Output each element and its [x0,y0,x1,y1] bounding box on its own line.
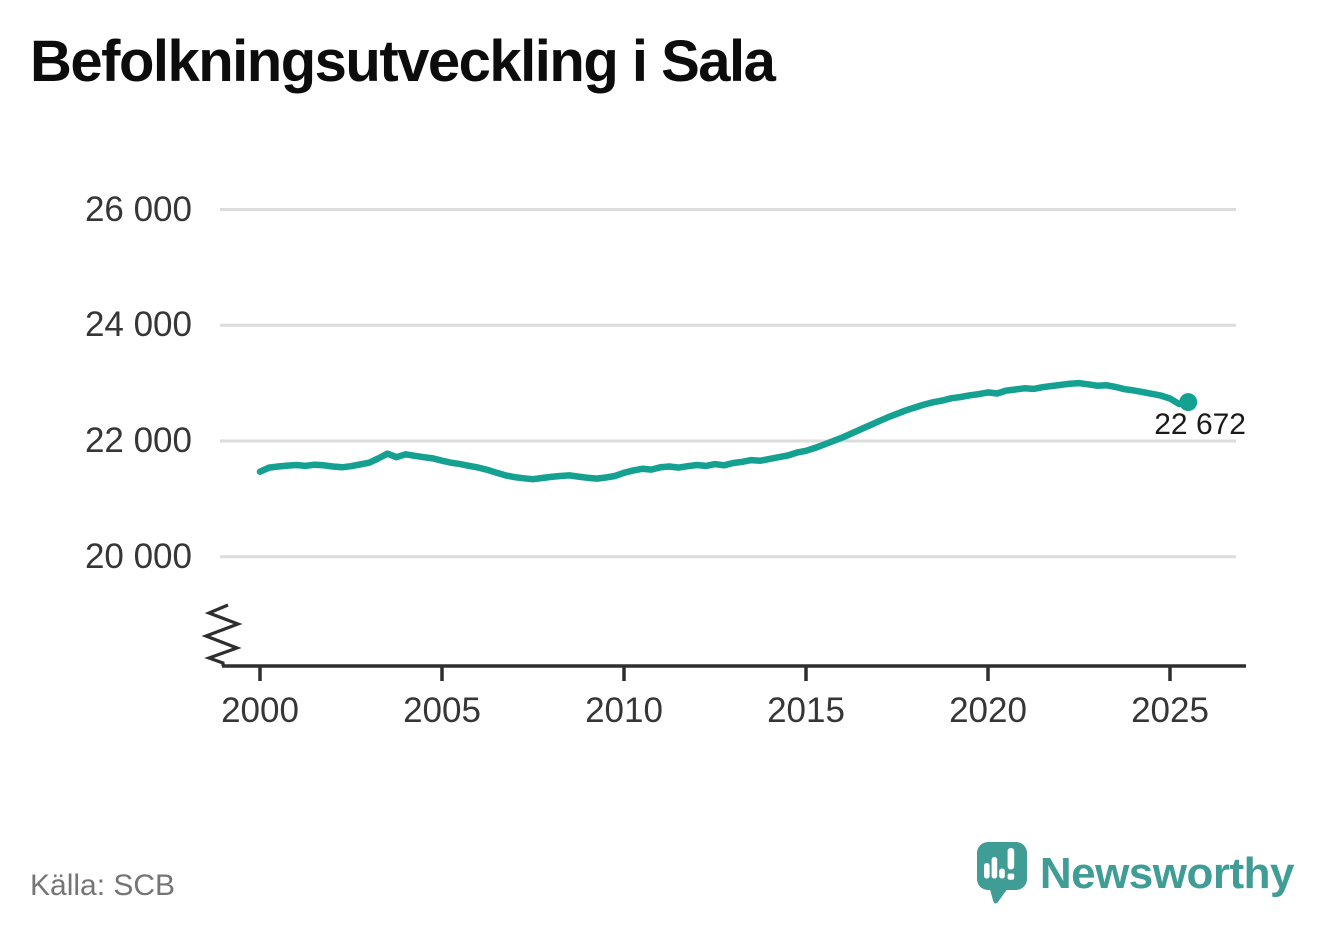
newsworthy-wordmark: Newsworthy [1039,848,1295,898]
exclamation-dot-icon [1007,873,1015,880]
newsworthy-logo-icon [976,842,1027,904]
y-axis-label: 22 000 [84,421,192,460]
y-axis-label: 26 000 [84,189,192,229]
x-axis-label: 2025 [1131,691,1209,730]
y-axis-label: 20 000 [84,536,192,576]
bar-icon [983,863,990,879]
x-axis-label: 2020 [949,691,1027,730]
end-value-label: 22 672 [1154,408,1246,441]
x-axis-label: 2015 [767,691,845,730]
x-axis-label: 2005 [403,691,481,730]
axis-break-icon [201,603,243,666]
population-line [256,379,1192,483]
newsworthy-logo: Newsworthy [976,842,1295,905]
end-dot [1179,393,1198,412]
y-axis-label: 24 000 [84,305,192,345]
chart-title: Befolkningsutveckling i Sala [30,29,776,94]
bar-icon [991,857,998,879]
bar-icon [999,868,1005,879]
x-axis-label: 2010 [585,691,663,730]
source-label: Källa: SCB [30,869,176,902]
exclamation-bar-icon [1007,848,1015,870]
x-axis-label: 2000 [221,691,299,730]
